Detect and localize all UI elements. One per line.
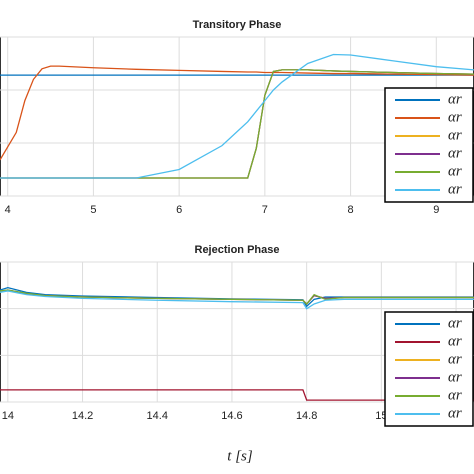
legend-label: αr bbox=[448, 181, 462, 197]
legend-box bbox=[384, 311, 474, 427]
x-tick-label: 7 bbox=[262, 204, 268, 216]
x-tick-label: 8 bbox=[348, 204, 354, 216]
x-tick-label: 4 bbox=[5, 204, 11, 216]
x-tick-label: 14.6 bbox=[221, 410, 242, 422]
legend-label: αr bbox=[448, 91, 462, 107]
legend-box bbox=[384, 87, 474, 203]
x-tick-label: 14 bbox=[2, 410, 14, 422]
chart-title: Rejection Phase bbox=[195, 244, 280, 256]
x-tick-label: 9 bbox=[433, 204, 439, 216]
x-tick-label: 14.8 bbox=[296, 410, 317, 422]
legend-label: αr bbox=[448, 163, 462, 179]
series-line bbox=[0, 289, 474, 305]
x-tick-label: 5 bbox=[90, 204, 96, 216]
legend-label: αr bbox=[448, 145, 462, 161]
legend-label: αr bbox=[448, 127, 462, 143]
legend-label: αr bbox=[448, 405, 462, 421]
series-line bbox=[0, 65, 474, 161]
legend-label: αr bbox=[448, 315, 462, 331]
x-tick-label: 6 bbox=[176, 204, 182, 216]
series-line bbox=[0, 389, 474, 401]
x-tick-label: 14.2 bbox=[72, 410, 93, 422]
legend-label: αr bbox=[448, 387, 462, 403]
series-line bbox=[0, 290, 474, 310]
chart-title: Transitory Phase bbox=[193, 19, 282, 31]
legend-label: αr bbox=[448, 369, 462, 385]
legend-label: αr bbox=[448, 333, 462, 349]
series-line bbox=[0, 53, 474, 179]
x-axis-label: t [s] bbox=[227, 448, 253, 464]
x-tick-label: 14.4 bbox=[147, 410, 168, 422]
legend-label: αr bbox=[448, 109, 462, 125]
legend-label: αr bbox=[448, 351, 462, 367]
